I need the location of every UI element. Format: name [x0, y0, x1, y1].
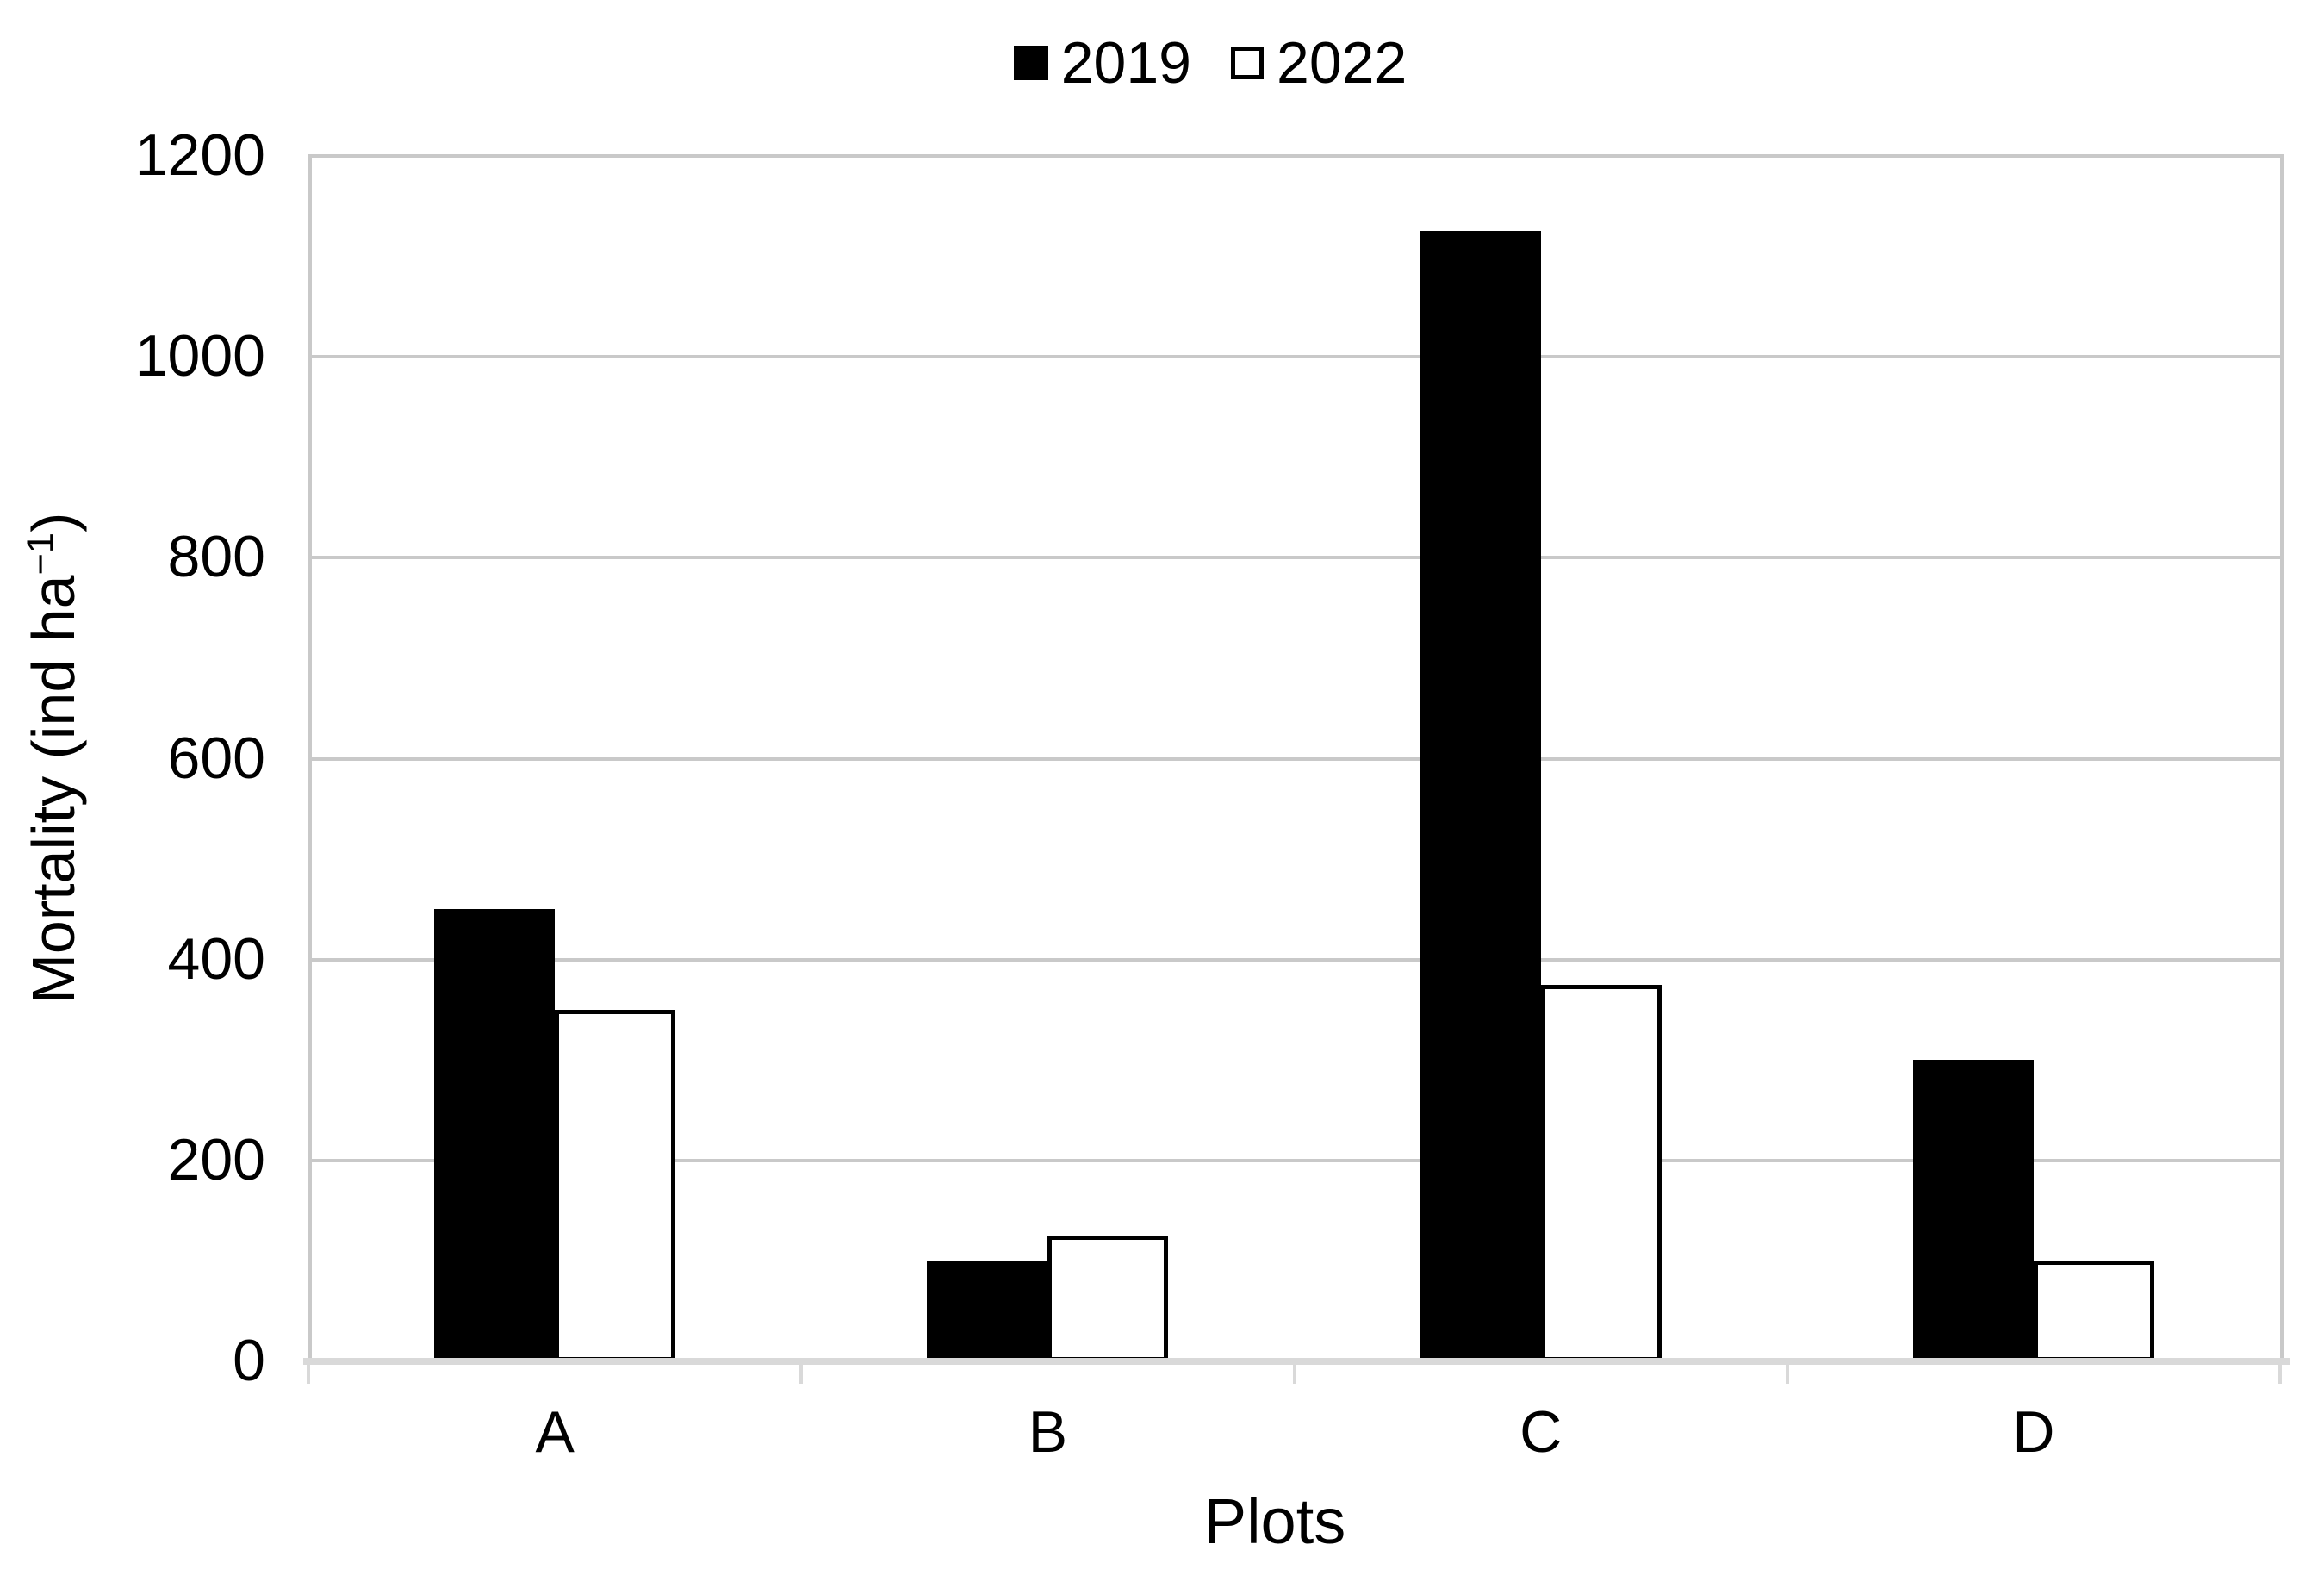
x-axis-tick	[799, 1365, 804, 1384]
legend-label-2022: 2022	[1277, 30, 1407, 96]
x-axis-tick	[307, 1365, 310, 1384]
y-axis-line	[308, 156, 312, 1361]
bar-2022-C	[1540, 984, 1662, 1361]
bar-2019-B	[927, 1261, 1048, 1361]
x-axis-tick	[1292, 1365, 1296, 1384]
gridline-200	[308, 1158, 2284, 1162]
bar-2019-C	[1420, 231, 1541, 1361]
y-tick-label-200: 200	[167, 1126, 265, 1192]
x-axis-line	[303, 1358, 2290, 1365]
y-tick-label-400: 400	[167, 925, 265, 992]
bar-2022-D	[2033, 1261, 2154, 1361]
y-tick-label-1000: 1000	[134, 323, 265, 389]
x-category-label-C: C	[1519, 1399, 1563, 1465]
bar-2022-A	[555, 1009, 676, 1361]
bar-2019-A	[434, 909, 556, 1361]
y-tick-label-1200: 1200	[134, 122, 265, 188]
x-category-label-A: A	[535, 1399, 575, 1465]
x-axis-title: Plots	[1203, 1485, 1346, 1557]
legend-label-2019: 2019	[1060, 30, 1191, 96]
legend-marker-2022	[1231, 47, 1264, 79]
gridline-800	[308, 556, 2284, 560]
gridline-1200	[308, 154, 2284, 158]
x-category-label-D: D	[2012, 1399, 2055, 1465]
plot-right-border	[2280, 156, 2284, 1361]
gridline-600	[308, 756, 2284, 761]
legend-item-2022: 2022	[1231, 33, 1407, 93]
bar-2019-D	[1912, 1060, 2034, 1361]
y-tick-label-800: 800	[167, 524, 265, 590]
bar-2022-B	[1047, 1236, 1169, 1361]
legend-marker-2019	[1013, 46, 1048, 80]
x-axis-tick	[2278, 1365, 2282, 1384]
x-category-label-B: B	[1028, 1399, 1068, 1465]
x-axis-tick	[1785, 1365, 1789, 1384]
y-tick-label-600: 600	[167, 725, 265, 791]
gridline-400	[308, 957, 2284, 962]
legend-item-2019: 2019	[1013, 30, 1191, 96]
gridline-1000	[308, 355, 2284, 359]
legend: 2019 2022	[48, 33, 2324, 93]
y-tick-label-0: 0	[233, 1328, 265, 1393]
